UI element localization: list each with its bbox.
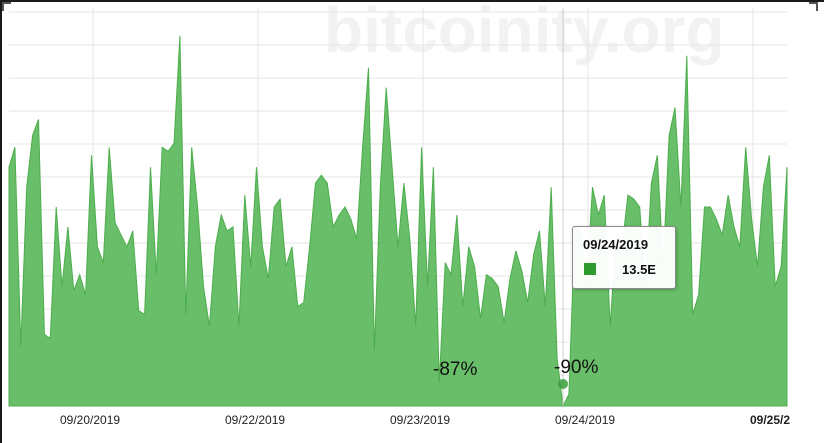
- x-tick-label: 09/24/2019: [555, 413, 615, 427]
- tooltip-series-swatch: [584, 263, 596, 275]
- x-tick-label: 09/22/2019: [225, 413, 285, 427]
- x-tick-label: 09/25/2: [750, 413, 790, 427]
- tooltip-date: 09/24/2019: [583, 237, 649, 252]
- annotation-drop-label: -90%: [554, 357, 598, 378]
- watermark-text: bitcoinity.org: [324, 0, 725, 66]
- corner-marker-top-right: [809, 2, 818, 11]
- x-tick-label: 09/23/2019: [390, 413, 450, 427]
- hover-point-marker[interactable]: [558, 379, 569, 389]
- x-axis-ticks: 09/20/2019 09/22/2019 09/23/2019 09/24/2…: [60, 413, 790, 427]
- tooltip-value: 13.5E: [622, 262, 656, 277]
- chart-tooltip: 09/24/2019 13.5E: [572, 226, 676, 289]
- x-tick-label: 09/20/2019: [60, 413, 120, 427]
- corner-marker-top-left: [2, 2, 11, 11]
- series-area[interactable]: [8, 35, 788, 408]
- annotation-drop-label: -87%: [433, 359, 477, 380]
